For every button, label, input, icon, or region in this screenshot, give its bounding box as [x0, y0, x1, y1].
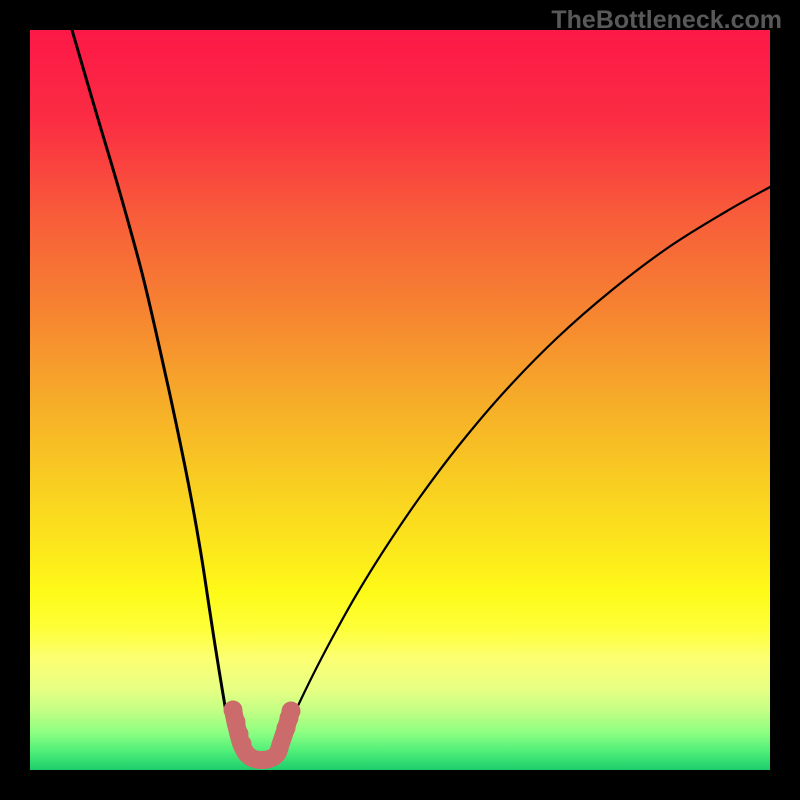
valley-marker-group [224, 701, 301, 761]
valley-marker-dot [282, 702, 301, 721]
bottleneck-curve-svg [0, 0, 800, 800]
left-descent-curve [72, 30, 238, 751]
watermark-text: TheBottleneck.com [551, 6, 782, 35]
valley-marker-dot [233, 735, 252, 754]
right-ascent-curve [277, 187, 770, 751]
